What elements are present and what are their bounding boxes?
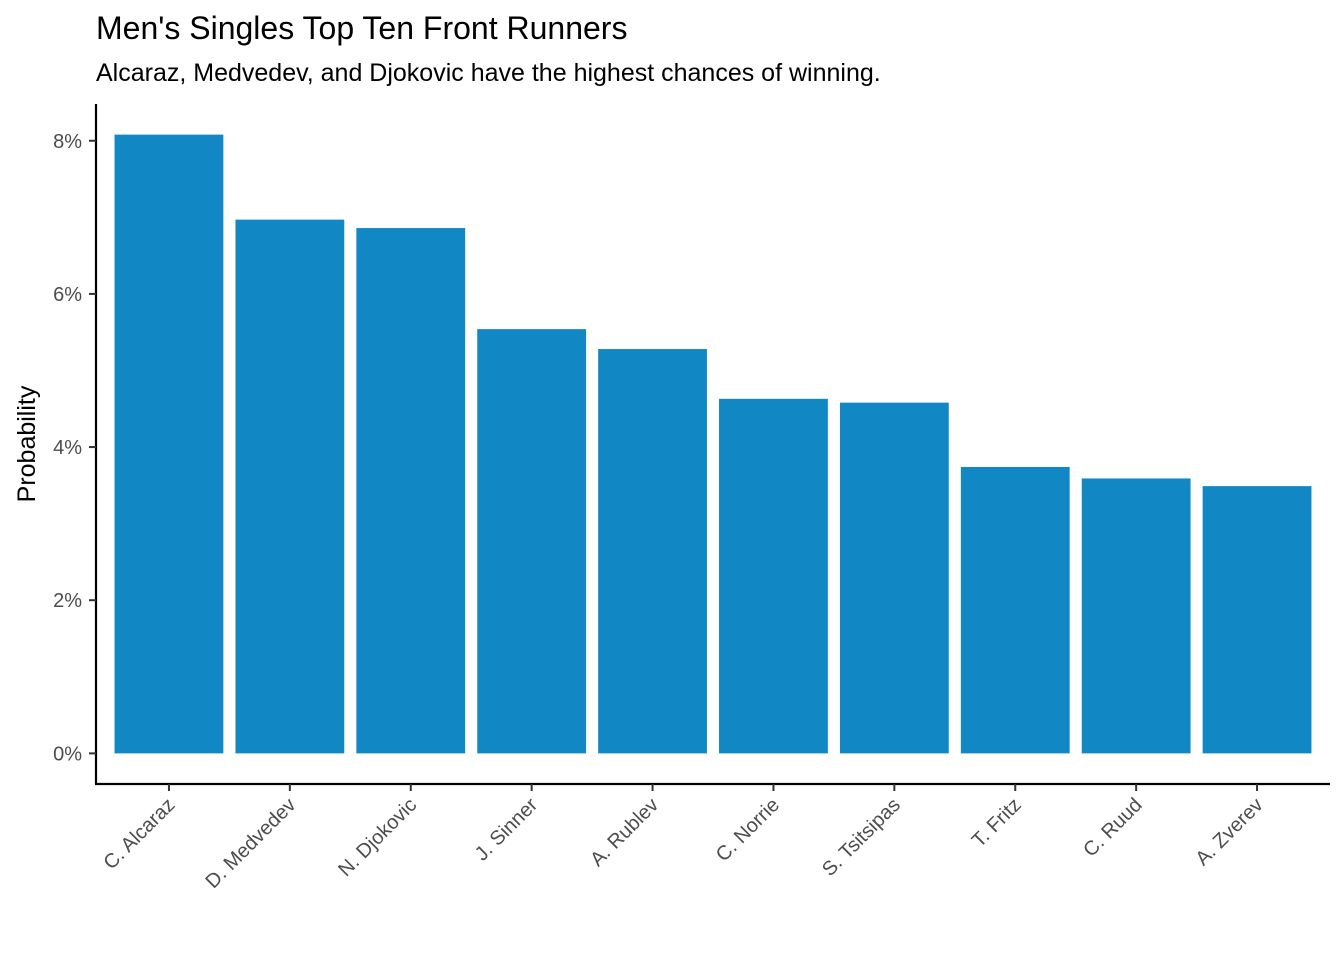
- bar: [1202, 486, 1312, 754]
- bar: [114, 134, 224, 754]
- x-tick-label: A. Zverev: [1192, 794, 1268, 870]
- x-tick-label: D. Medvedev: [202, 794, 301, 893]
- y-axis: 0% 2% 4% 6% 8%: [53, 104, 98, 784]
- y-tick-label: 0%: [53, 743, 82, 765]
- bar: [235, 219, 345, 754]
- bar: [839, 402, 949, 754]
- x-tick-label: A. Rublev: [586, 794, 663, 871]
- y-tick-label: 2%: [53, 590, 82, 612]
- bar: [356, 228, 466, 754]
- y-tick-label: 6%: [53, 284, 82, 306]
- x-axis: C. Alcaraz D. Medvedev N. Djokovic J. Sinne…: [95, 782, 1330, 893]
- x-tick-label: C. Norrie: [712, 794, 784, 866]
- y-axis-label: Probability: [13, 385, 41, 502]
- chart-subtitle: Alcaraz, Medvedev, and Djokovic have the…: [96, 59, 881, 87]
- bars-group: [114, 134, 1312, 754]
- bar: [598, 349, 707, 754]
- bar: [1081, 478, 1191, 754]
- y-tick-label: 8%: [53, 131, 82, 153]
- bar: [719, 398, 828, 754]
- chart-title: Men's Singles Top Ten Front Runners: [96, 10, 628, 46]
- x-tick-label: C. Alcaraz: [99, 794, 179, 874]
- x-tick-label: N. Djokovic: [334, 794, 421, 881]
- x-tick-label: S. Tsitsipas: [818, 794, 905, 881]
- x-tick-label: J. Sinner: [471, 794, 543, 866]
- y-tick-label: 4%: [53, 437, 82, 459]
- x-tick-label: T. Fritz: [968, 794, 1026, 852]
- bar: [477, 329, 587, 754]
- x-tick-label: C. Ruud: [1079, 794, 1146, 861]
- bar: [960, 466, 1070, 754]
